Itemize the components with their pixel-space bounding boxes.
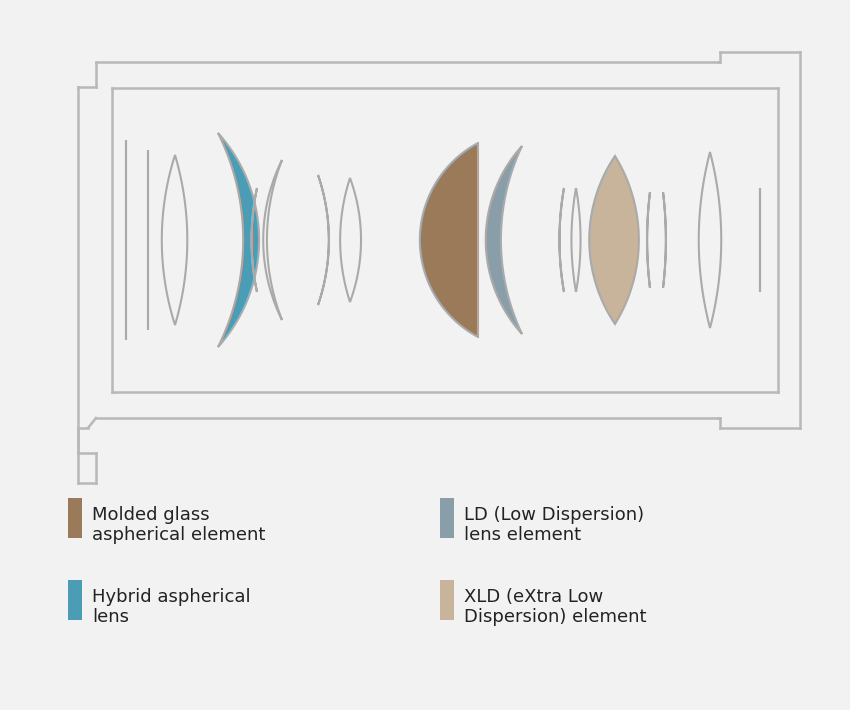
- Bar: [440, 580, 454, 620]
- Text: Molded glass: Molded glass: [92, 506, 210, 524]
- Text: XLD (eXtra Low: XLD (eXtra Low: [464, 588, 604, 606]
- Bar: [68, 498, 82, 538]
- Polygon shape: [252, 188, 257, 292]
- Text: Dispersion) element: Dispersion) element: [464, 608, 647, 626]
- Text: aspherical element: aspherical element: [92, 525, 265, 543]
- Polygon shape: [589, 156, 639, 324]
- Text: lens: lens: [92, 608, 129, 626]
- Text: LD (Low Dispersion): LD (Low Dispersion): [464, 506, 644, 524]
- Text: lens element: lens element: [464, 525, 581, 543]
- Bar: [440, 498, 454, 538]
- Polygon shape: [485, 146, 522, 334]
- Polygon shape: [420, 143, 478, 337]
- Text: Hybrid aspherical: Hybrid aspherical: [92, 588, 251, 606]
- Polygon shape: [218, 133, 259, 347]
- Bar: [68, 580, 82, 620]
